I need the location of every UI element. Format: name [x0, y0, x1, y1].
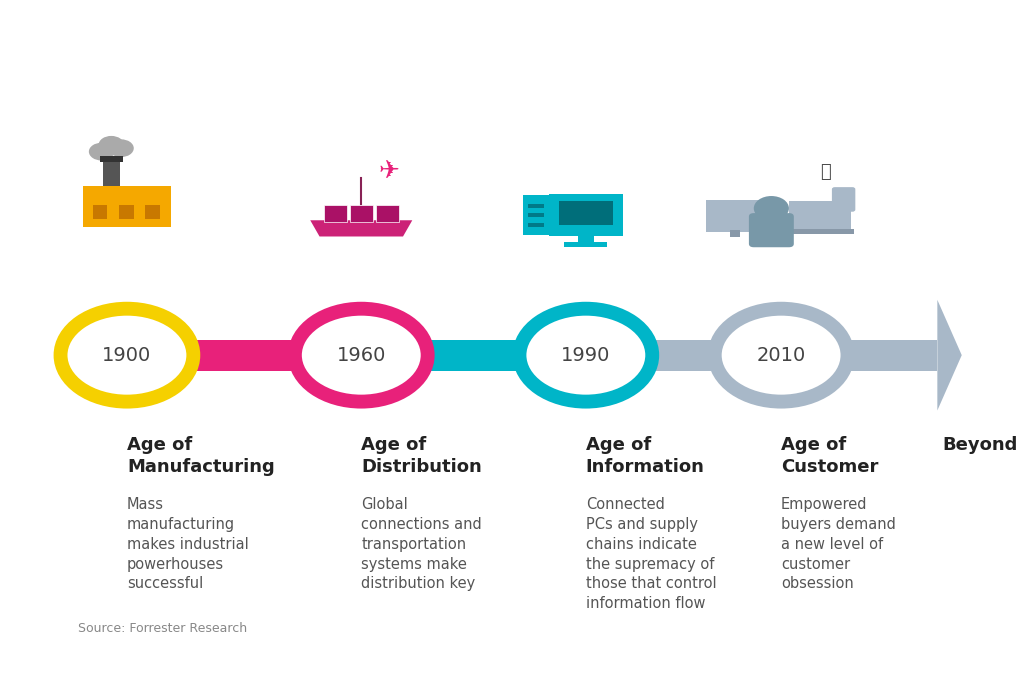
FancyBboxPatch shape: [586, 340, 781, 370]
Text: Global
connections and
transportation
systems make
distribution key: Global connections and transportation sy…: [361, 497, 482, 591]
FancyBboxPatch shape: [564, 242, 607, 247]
Polygon shape: [310, 220, 413, 236]
FancyBboxPatch shape: [781, 340, 937, 370]
FancyBboxPatch shape: [578, 234, 594, 244]
FancyBboxPatch shape: [361, 340, 586, 370]
Circle shape: [715, 309, 848, 402]
Text: 1960: 1960: [337, 346, 386, 365]
Text: Beyond: Beyond: [942, 436, 1018, 454]
Text: Age of
Customer: Age of Customer: [781, 436, 879, 476]
Circle shape: [519, 309, 652, 402]
Text: Age of
Manufacturing: Age of Manufacturing: [127, 436, 274, 476]
Circle shape: [109, 139, 134, 157]
Circle shape: [60, 309, 194, 402]
FancyBboxPatch shape: [523, 195, 549, 235]
Polygon shape: [937, 300, 962, 410]
FancyBboxPatch shape: [145, 205, 160, 219]
FancyBboxPatch shape: [749, 213, 794, 247]
Circle shape: [89, 143, 115, 161]
FancyBboxPatch shape: [528, 213, 544, 217]
Text: Age of
Information: Age of Information: [586, 436, 705, 476]
FancyBboxPatch shape: [706, 200, 764, 232]
Text: Mass
manufacturing
makes industrial
powerhouses
successful: Mass manufacturing makes industrial powe…: [127, 497, 249, 591]
Text: 2010: 2010: [757, 346, 806, 365]
FancyBboxPatch shape: [788, 201, 851, 232]
FancyBboxPatch shape: [786, 229, 854, 234]
FancyBboxPatch shape: [558, 201, 613, 225]
FancyBboxPatch shape: [99, 156, 123, 162]
FancyBboxPatch shape: [528, 204, 544, 208]
FancyBboxPatch shape: [376, 206, 399, 221]
FancyBboxPatch shape: [102, 158, 120, 186]
Text: Empowered
buyers demand
a new level of
customer
obsession: Empowered buyers demand a new level of c…: [781, 497, 896, 591]
Text: ✈: ✈: [379, 160, 399, 184]
FancyBboxPatch shape: [528, 223, 544, 227]
FancyBboxPatch shape: [350, 206, 374, 221]
Text: 1900: 1900: [102, 346, 152, 365]
Text: Source: Forrester Research: Source: Forrester Research: [78, 622, 247, 635]
FancyBboxPatch shape: [549, 194, 623, 236]
Text: 🎮: 🎮: [819, 163, 830, 181]
FancyBboxPatch shape: [119, 205, 134, 219]
FancyBboxPatch shape: [93, 205, 108, 219]
Circle shape: [98, 136, 124, 154]
FancyBboxPatch shape: [325, 206, 347, 221]
Circle shape: [295, 309, 428, 402]
FancyBboxPatch shape: [831, 187, 855, 212]
Text: Connected
PCs and supply
chains indicate
the supremacy of
those that control
inf: Connected PCs and supply chains indicate…: [586, 497, 717, 611]
FancyBboxPatch shape: [730, 230, 739, 237]
Text: 1990: 1990: [561, 346, 610, 365]
Circle shape: [754, 196, 788, 221]
FancyBboxPatch shape: [127, 340, 361, 370]
FancyBboxPatch shape: [83, 186, 171, 227]
Text: Age of
Distribution: Age of Distribution: [361, 436, 482, 476]
